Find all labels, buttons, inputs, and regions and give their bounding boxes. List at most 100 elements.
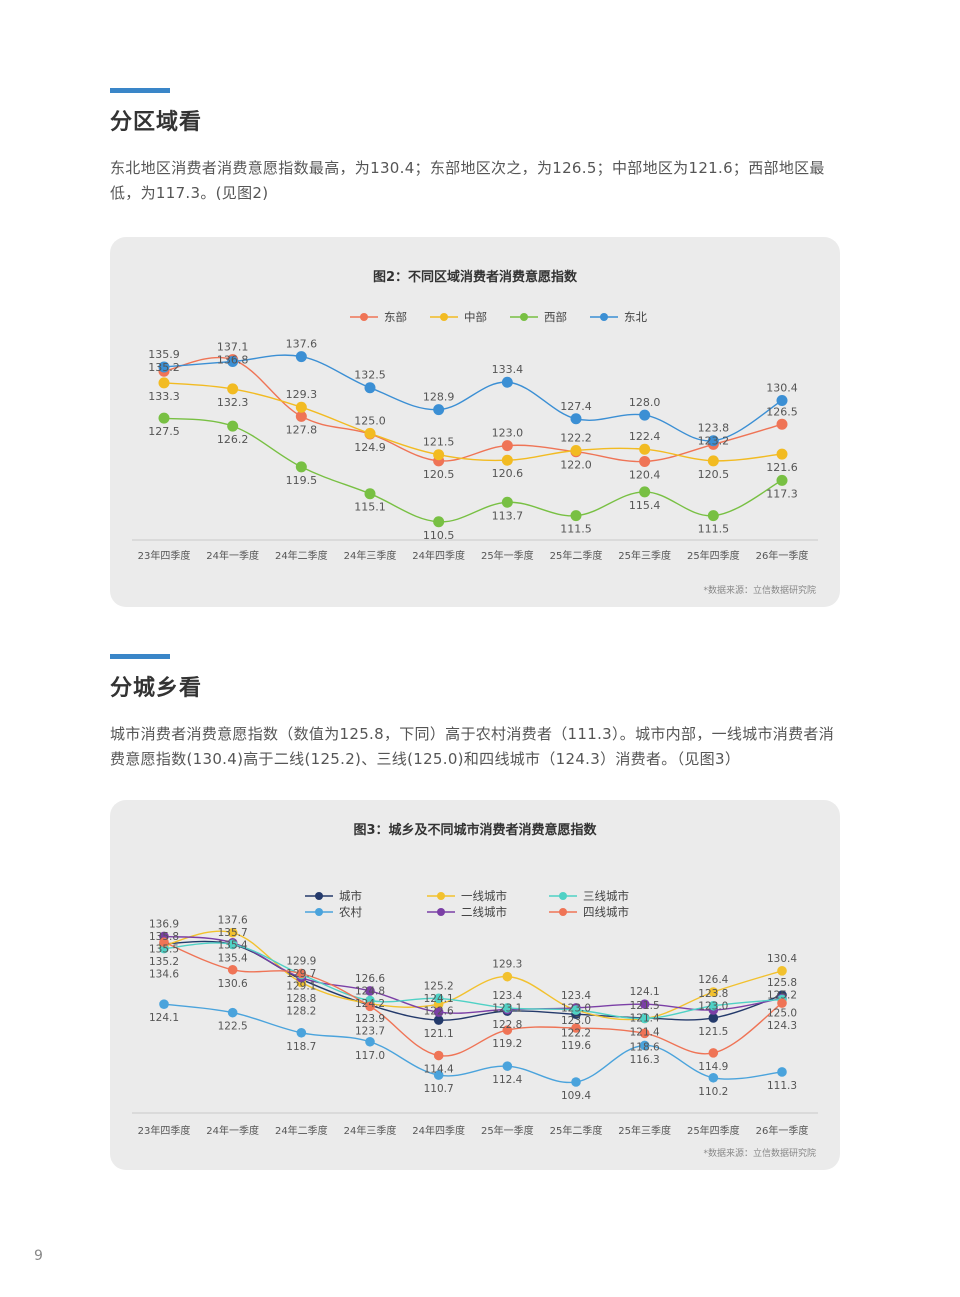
data-point-农村 [639,1040,650,1051]
data-label: 118.7 [286,1041,316,1053]
legend-label: 中部 [464,310,487,324]
data-label: 132.3 [217,396,249,409]
x-tick-label: 25年四季度 [687,549,740,562]
data-point-西部 [364,488,376,500]
data-point-西部 [433,516,445,528]
data-point-西部 [158,412,170,424]
data-label: 129.3 [286,388,318,401]
x-tick-label: 24年三季度 [344,1124,397,1137]
x-tick-label: 25年一季度 [481,1124,534,1137]
data-point-三线城市 [227,939,238,950]
data-point-农村 [502,1061,513,1071]
legend-label: 四线城市 [583,905,629,919]
series-line-农村 [163,1003,783,1084]
data-label: 122.6 [424,1005,454,1017]
data-label: 125.0 [354,414,386,427]
data-label: 135.2 [149,956,179,968]
series-line-四线城市 [163,941,783,1057]
data-label: 123.4 [492,990,522,1002]
data-label: 114.9 [698,1061,728,1073]
legend-label: 东北 [624,310,647,324]
data-point-西部 [295,461,307,473]
legend-label: 一线城市 [461,889,507,903]
data-label: 121.5 [698,1026,728,1038]
data-point-西部 [501,496,513,508]
x-tick-label: 25年四季度 [687,1124,740,1137]
section1-title: 分区域看 [110,110,203,135]
x-tick-label: 23年四季度 [138,549,191,562]
legend-marker-东北 [600,313,608,321]
data-point-农村 [708,1072,719,1083]
data-label: 123.0 [492,427,524,440]
data-point-中部 [227,383,239,395]
x-tick-label: 26年一季度 [756,1124,809,1137]
data-label: 120.6 [492,467,524,480]
data-label: 119.5 [286,474,318,487]
data-label: 135.2 [148,361,180,374]
chart2-card: 图2：不同区域消费者消费意愿指数 东部 中部 西部 东北 23年四季度 24年一季度 24年二… [110,237,840,607]
chart-title: 图2：不同区域消费者消费意愿指数 [373,269,578,285]
data-label: 137.6 [286,338,318,351]
data-label: 127.4 [560,400,592,413]
data-point-中部 [295,401,307,413]
data-label: 124.1 [149,1012,179,1024]
data-point-东部 [639,455,651,467]
data-point-农村 [571,1077,581,1087]
section2-accent-bar [110,654,170,659]
data-label: 135.5 [149,943,179,955]
data-label: 135.4 [218,952,248,964]
chart3-card: 图3：城乡及不同城市消费者消费意愿指数 城市 一线城市 三线城市 农村 二线城市 四线城市 2… [110,800,840,1170]
x-tick-label: 25年三季度 [618,1124,671,1137]
chart-title: 图3：城乡及不同城市消费者消费意愿指数 [353,822,597,838]
data-point-四线城市 [227,964,238,975]
data-label: 130.4 [767,953,797,965]
data-point-东北 [364,382,376,394]
data-point-西部 [639,486,651,498]
data-label: 117.3 [766,487,798,500]
data-label: 121.5 [630,1000,660,1012]
x-tick-label: 25年三季度 [618,549,671,562]
legend-marker-四线城市 [559,908,567,916]
data-label: 119.2 [492,1038,522,1050]
data-point-一线城市 [777,966,787,976]
data-point-农村 [159,999,169,1009]
data-label: 121.1 [424,1028,454,1040]
x-tick-label: 24年四季度 [412,549,465,562]
data-point-四线城市 [365,1001,375,1012]
data-label: 129.3 [492,959,522,971]
section2-paragraph: 城市消费者消费意愿指数（数值为125.8，下同）高于农村消费者（111.3）。城… [110,725,834,768]
data-point-二线城市 [365,986,375,996]
chart-source: *数据来源：立信数据研究院 [703,1147,816,1159]
data-label: 110.5 [423,529,455,542]
data-label: 111.5 [698,523,730,536]
data-label: 124.8 [355,985,385,997]
data-label: 114.4 [424,1064,454,1076]
data-point-东北 [570,413,582,425]
data-label: 122.8 [492,1019,522,1031]
legend-marker-中部 [440,313,448,321]
data-point-东北 [501,376,513,388]
legend-marker-农村 [315,908,323,916]
legend-marker-东部 [360,313,368,321]
x-tick-label: 26年一季度 [756,549,809,562]
x-tick-label: 24年三季度 [344,549,397,562]
data-point-西部 [570,510,582,522]
data-label: 115.4 [629,499,661,512]
data-point-东部 [295,410,307,422]
data-label: 123.2 [698,435,730,448]
data-label: 133.4 [492,363,524,376]
data-label: 123.8 [698,988,728,1000]
series-line-二线城市 [163,935,783,1014]
data-label: 118.6 [630,1041,660,1053]
data-label: 128.8 [286,993,316,1005]
chart-source: *数据来源：立信数据研究院 [703,584,816,596]
data-label: 127.8 [286,423,318,436]
legend-label: 东部 [384,310,407,324]
data-label: 112.4 [492,1074,522,1086]
data-label: 122.0 [560,459,592,472]
data-point-四线城市 [296,968,307,979]
data-label: 124.3 [767,1020,797,1032]
legend-label: 西部 [544,310,567,324]
legend-marker-三线城市 [559,892,567,900]
data-label: 128.2 [286,1006,316,1018]
